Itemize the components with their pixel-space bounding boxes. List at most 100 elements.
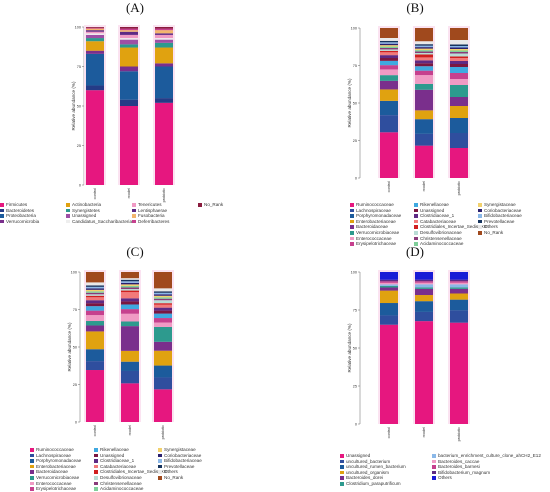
bar-segment-verrucomicrobiaceae xyxy=(450,85,468,97)
bar-segment-tenericutes xyxy=(86,31,104,34)
bar-segment-deferribacteres xyxy=(86,27,104,29)
x-tick-label: model xyxy=(127,188,131,198)
legend-item: Clostridium_paraputrificum xyxy=(340,481,432,487)
bar-segment-bifidobacterium-magnum xyxy=(380,279,398,282)
bar-segment-bacteroides-caccae xyxy=(415,282,433,285)
legend-item: Verrucomicrobiaceae xyxy=(350,230,414,236)
bar-segment-coriobacteriaceae xyxy=(154,294,172,296)
bar-segment-verrucomicrobia xyxy=(120,66,138,72)
bar-segment-erysipelotrichaceae xyxy=(380,65,398,70)
panel-label: (B) xyxy=(406,0,424,15)
legend-item: Enterobacteriaceae xyxy=(30,464,94,470)
legend-swatch xyxy=(94,481,98,486)
bar-segment-clostridiaceae-1 xyxy=(154,307,172,311)
x-tick-label: control xyxy=(93,188,97,200)
legend-swatch xyxy=(94,464,98,469)
legend-swatch xyxy=(66,214,70,218)
legend-item: Acidaminococcaceae xyxy=(94,486,158,492)
bar-segment-bifidobacteriaceae xyxy=(450,46,468,48)
bar-stack-control xyxy=(84,270,106,422)
y-tick-label: 50 xyxy=(353,101,357,105)
bar-segment-others xyxy=(121,278,139,280)
bar-stack-probiotic xyxy=(448,270,470,424)
legend-swatch xyxy=(414,225,418,229)
bar-segment-enterobacteriaceae xyxy=(121,350,139,362)
bar-segment-bifidobacteriaceae xyxy=(86,286,104,289)
bar-segment-acidaminococcaceae xyxy=(415,50,433,52)
legend-label: Coriobacteriaceae xyxy=(484,207,522,213)
y-tick-label: 75 xyxy=(353,64,357,68)
bar-segment-catabacteriaceae xyxy=(121,292,139,299)
bar-segment-lentisphaerae xyxy=(120,31,138,35)
bar-segment-candidatus-saccharibacteria xyxy=(120,38,138,40)
legend-swatch xyxy=(30,453,34,458)
bar-segment-catabacteriaceae xyxy=(380,52,398,56)
legend-swatch xyxy=(340,465,344,469)
legend-label: No_Rank xyxy=(484,229,504,235)
bar-segment-coriobacteriaceae xyxy=(415,47,433,49)
bar-segment-clostridiales-incertae-sedis-xiii xyxy=(415,54,433,58)
bar-segment-proteobacteria xyxy=(155,66,173,99)
bar-stack-model xyxy=(118,25,140,185)
bar-segment-no-rank xyxy=(86,272,104,283)
panel-a: (A) 0 25 50 75 100 Relative abundance (%) cont… xyxy=(0,0,270,238)
legend-label: Clostridiales_Incertae_Sedis_XIII xyxy=(100,469,168,475)
legend-label: Bifidobacterium_magnum xyxy=(438,469,491,475)
bar-segment-bacteroidetes xyxy=(86,85,104,91)
legend-item: Erysipelotrichaceae xyxy=(350,241,414,247)
bar-segment-bacteroides-barnesi xyxy=(415,281,433,283)
legend-item: Firmicutes xyxy=(0,202,66,208)
legend-item: Porphyromonadaceae xyxy=(30,458,94,464)
bar-segment-bacteroidaceae xyxy=(380,80,398,90)
legend-item: Verrucomicrobia xyxy=(0,219,66,225)
bar-segment-actinobacteria xyxy=(120,47,138,67)
bar-segment-proteobacteria xyxy=(120,71,138,100)
bar-segment-deferribacteres xyxy=(155,28,173,31)
legend-item: Christensenellaceae xyxy=(414,236,478,242)
legend-item: Unassigned xyxy=(340,453,432,459)
legend-label: Acidaminococcaceae xyxy=(420,241,464,247)
legend-swatch xyxy=(350,242,354,246)
bar-segment-bacteroides-barnesi xyxy=(450,281,468,283)
legend-label: Verrucomicrobia xyxy=(6,218,40,224)
bar-segment-clostridium-paraputrificum xyxy=(450,287,468,289)
bar-segment-unassigned xyxy=(120,39,138,45)
legend-label: Clostridiales_Incertae_Sedis_XIII xyxy=(420,224,488,230)
legend-item: Others xyxy=(158,469,222,475)
bar-segment-unassigned xyxy=(154,310,172,314)
legend-label: Clostridiaceae_1 xyxy=(420,213,455,219)
bar-segment-catabacteriaceae xyxy=(415,57,433,61)
bar-segment-tenericutes xyxy=(120,34,138,39)
bar-segment-prevotellaceae xyxy=(380,40,398,43)
x-tick-label: model xyxy=(422,427,426,437)
y-tick-label: 75 xyxy=(73,308,77,312)
bar-segment-clostridiales-incertae-sedis-xiii xyxy=(154,303,172,305)
legend-label: Tenericutes xyxy=(138,202,162,207)
bar-segment-unassigned xyxy=(450,322,468,424)
legend-label: Christensenellaceae xyxy=(100,480,142,486)
bar-segment-acidaminococcaceae xyxy=(154,297,172,299)
legend-swatch xyxy=(94,487,98,491)
legend-label: Enterobacteriaceae xyxy=(356,218,396,224)
x-tick-label: probiotic xyxy=(161,425,165,439)
bar-segment-clostridiaceae-1 xyxy=(415,60,433,64)
legend-item: Unassigned xyxy=(94,453,158,459)
legend-label: Verrucomicrobiaceae xyxy=(36,474,80,480)
bar-segment-no-rank xyxy=(121,272,139,279)
bar-stack-model xyxy=(413,26,435,178)
bar-segment-acidaminococcaceae xyxy=(121,285,139,288)
legend-label: Porphyromonadaceae xyxy=(356,213,402,219)
bar-segment-clostridium-paraputrificum xyxy=(380,285,398,288)
legend-label: Catabacteriaceae xyxy=(420,218,457,224)
y-tick-label: 50 xyxy=(353,346,357,350)
bar-segment-uncultured-rumen-bacterium xyxy=(380,303,398,316)
bar-segment-coriobacteriaceae xyxy=(121,282,139,285)
legend-swatch xyxy=(94,448,98,452)
panel-b: (B) 0 25 50 75 100 Relative abundance (%) cont… xyxy=(280,0,550,246)
legend-item: Others xyxy=(432,475,524,481)
legend-swatch xyxy=(414,242,418,246)
bar-segment-enterobacteriaceae xyxy=(86,331,104,350)
bar-segment-christensenellaceae xyxy=(121,287,139,290)
legend-swatch xyxy=(478,208,482,213)
legend-item: Prevotellaceae xyxy=(158,464,222,470)
